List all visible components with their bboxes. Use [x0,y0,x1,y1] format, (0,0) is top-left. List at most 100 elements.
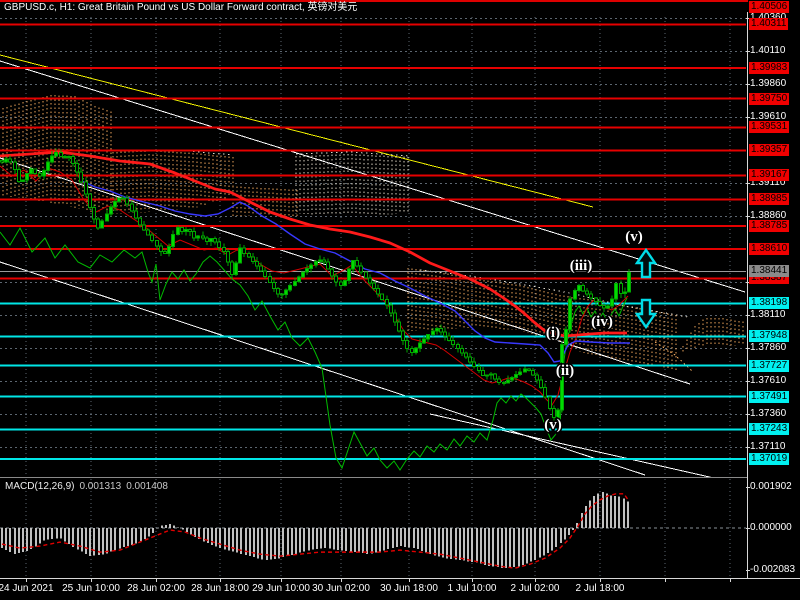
axis-tick [746,183,750,184]
time-tick [600,579,601,582]
time-label: 2 Jul 02:00 [510,583,560,594]
time-label: 25 Jun 10:00 [62,583,120,594]
macd-chart-canvas[interactable] [0,478,747,578]
time-label: 2 Jul 18:00 [575,583,625,594]
axis-tick [746,18,750,19]
support-price-label: 1.37491 [749,391,790,403]
axis-tick [746,282,750,283]
time-label: 1 Jul 10:00 [447,583,497,594]
price-grid-label: 1.39110 [746,177,785,189]
current-price-label: 1.38441 [749,265,790,277]
wave-label[interactable]: (v) [543,416,564,435]
panel-separator[interactable] [0,477,747,478]
time-tick [26,579,27,582]
resistance-price-label: 1.38610 [749,243,790,255]
price-grid-label: 1.39610 [746,111,786,123]
axis-tick [746,117,750,118]
oscillator-line [0,226,628,471]
support-price-label: 1.37948 [749,330,790,342]
macd-axis-label: -0.002083 [746,564,795,576]
macd-signal-line [1,493,629,569]
resistance-price-label: 1.39531 [749,121,790,133]
axis-tick [746,315,750,316]
price-grid-label: 1.37110 [746,441,785,453]
price-grid-label: 1.38860 [746,210,786,222]
time-tick [281,579,282,582]
kijun-ma-line [81,180,630,363]
time-label: 30 Jun 18:00 [380,583,438,594]
support-price-label: 1.38198 [749,297,790,309]
axis-tick [746,51,750,52]
resistance-price-label: 1.40506 [749,1,790,13]
time-label: 28 Jun 18:00 [191,583,249,594]
candlesticks [0,148,631,422]
time-tick [665,579,666,582]
price-axis-border [747,12,748,578]
trendlines[interactable] [0,54,746,477]
resistance-price-label: 1.39357 [749,144,790,156]
time-tick [156,579,157,582]
time-tick [341,579,342,582]
down-arrow-icon[interactable] [634,298,658,330]
axis-tick [746,84,750,85]
price-grid-label: 1.37860 [746,342,786,354]
price-grid-label: 1.39860 [746,78,786,90]
wave-label[interactable]: (i) [544,324,561,343]
support-price-label: 1.37243 [749,423,790,435]
time-tick [472,579,473,582]
slow-ma-line [0,150,627,338]
chart-title: GBPUSD.c, H1: Great Britain Pound vs US … [4,2,358,13]
fast-ma-line [0,165,629,406]
resistance-price-label: 1.38985 [749,193,790,205]
price-grid-label: 1.37360 [746,408,786,420]
macd-axis-label: 0.000000 [746,522,792,534]
time-label: 28 Jun 02:00 [127,583,185,594]
up-arrow-icon[interactable] [634,247,658,279]
axis-tick [746,414,750,415]
time-tick [535,579,536,582]
price-levels[interactable] [0,12,746,461]
axis-tick [746,570,750,571]
time-label: 29 Jun 10:00 [252,583,310,594]
resistance-price-label: 1.40311 [749,18,789,30]
resistance-price-label: 1.39983 [749,62,790,74]
macd-indicator-label: MACD(12,26,9) 0.001313 0.001408 [5,481,168,492]
wave-label[interactable]: (ii) [554,362,575,381]
axis-tick [746,381,750,382]
wave-label[interactable]: (v) [624,228,645,247]
macd-value-signal: 0.001408 [126,481,168,492]
macd-grid [0,479,746,577]
price-grid-label: 1.40110 [746,45,785,57]
time-tick [409,579,410,582]
macd-name: MACD(12,26,9) [5,481,75,492]
price-axis[interactable]: 1.40360 1.40110 1.39860 1.39610 1.39110 1.388… [746,0,800,578]
axis-tick [746,216,750,217]
resistance-price-label: 1.39750 [749,93,790,105]
axis-tick [746,487,750,488]
resistance-price-label: 1.38785 [749,220,790,232]
time-tick [730,579,731,582]
axis-tick [746,348,750,349]
macd-axis-label: 0.001902 [746,481,792,493]
support-price-label: 1.37727 [749,360,790,372]
price-grid-label: 1.38110 [746,309,785,321]
support-price-label: 1.37019 [749,453,790,465]
axis-tick [746,447,750,448]
macd-value-main: 0.001313 [79,481,122,492]
wave-label[interactable]: (iii) [568,257,594,276]
price-grid-label: 1.37610 [746,375,786,387]
time-label: 30 Jun 02:00 [312,583,370,594]
time-tick [220,579,221,582]
chart-title-bar: GBPUSD.c, H1: Great Britain Pound vs US … [0,0,800,14]
macd-histogram [1,492,629,569]
axis-tick [746,528,750,529]
wave-annotations[interactable]: (v) (iii) (i) (iv) (ii) (v) [543,228,658,435]
wave-label[interactable]: (iv) [590,313,615,332]
time-label: 24 Jun 2021 [0,583,54,594]
resistance-price-label: 1.39167 [749,169,790,181]
time-axis[interactable]: 24 Jun 2021 25 Jun 10:00 28 Jun 02:00 28 Ju… [0,578,800,600]
price-grid-label: 1.40360 [746,12,786,24]
price-chart-canvas[interactable]: (v) (iii) (i) (iv) (ii) (v) [0,0,747,477]
time-tick [91,579,92,582]
